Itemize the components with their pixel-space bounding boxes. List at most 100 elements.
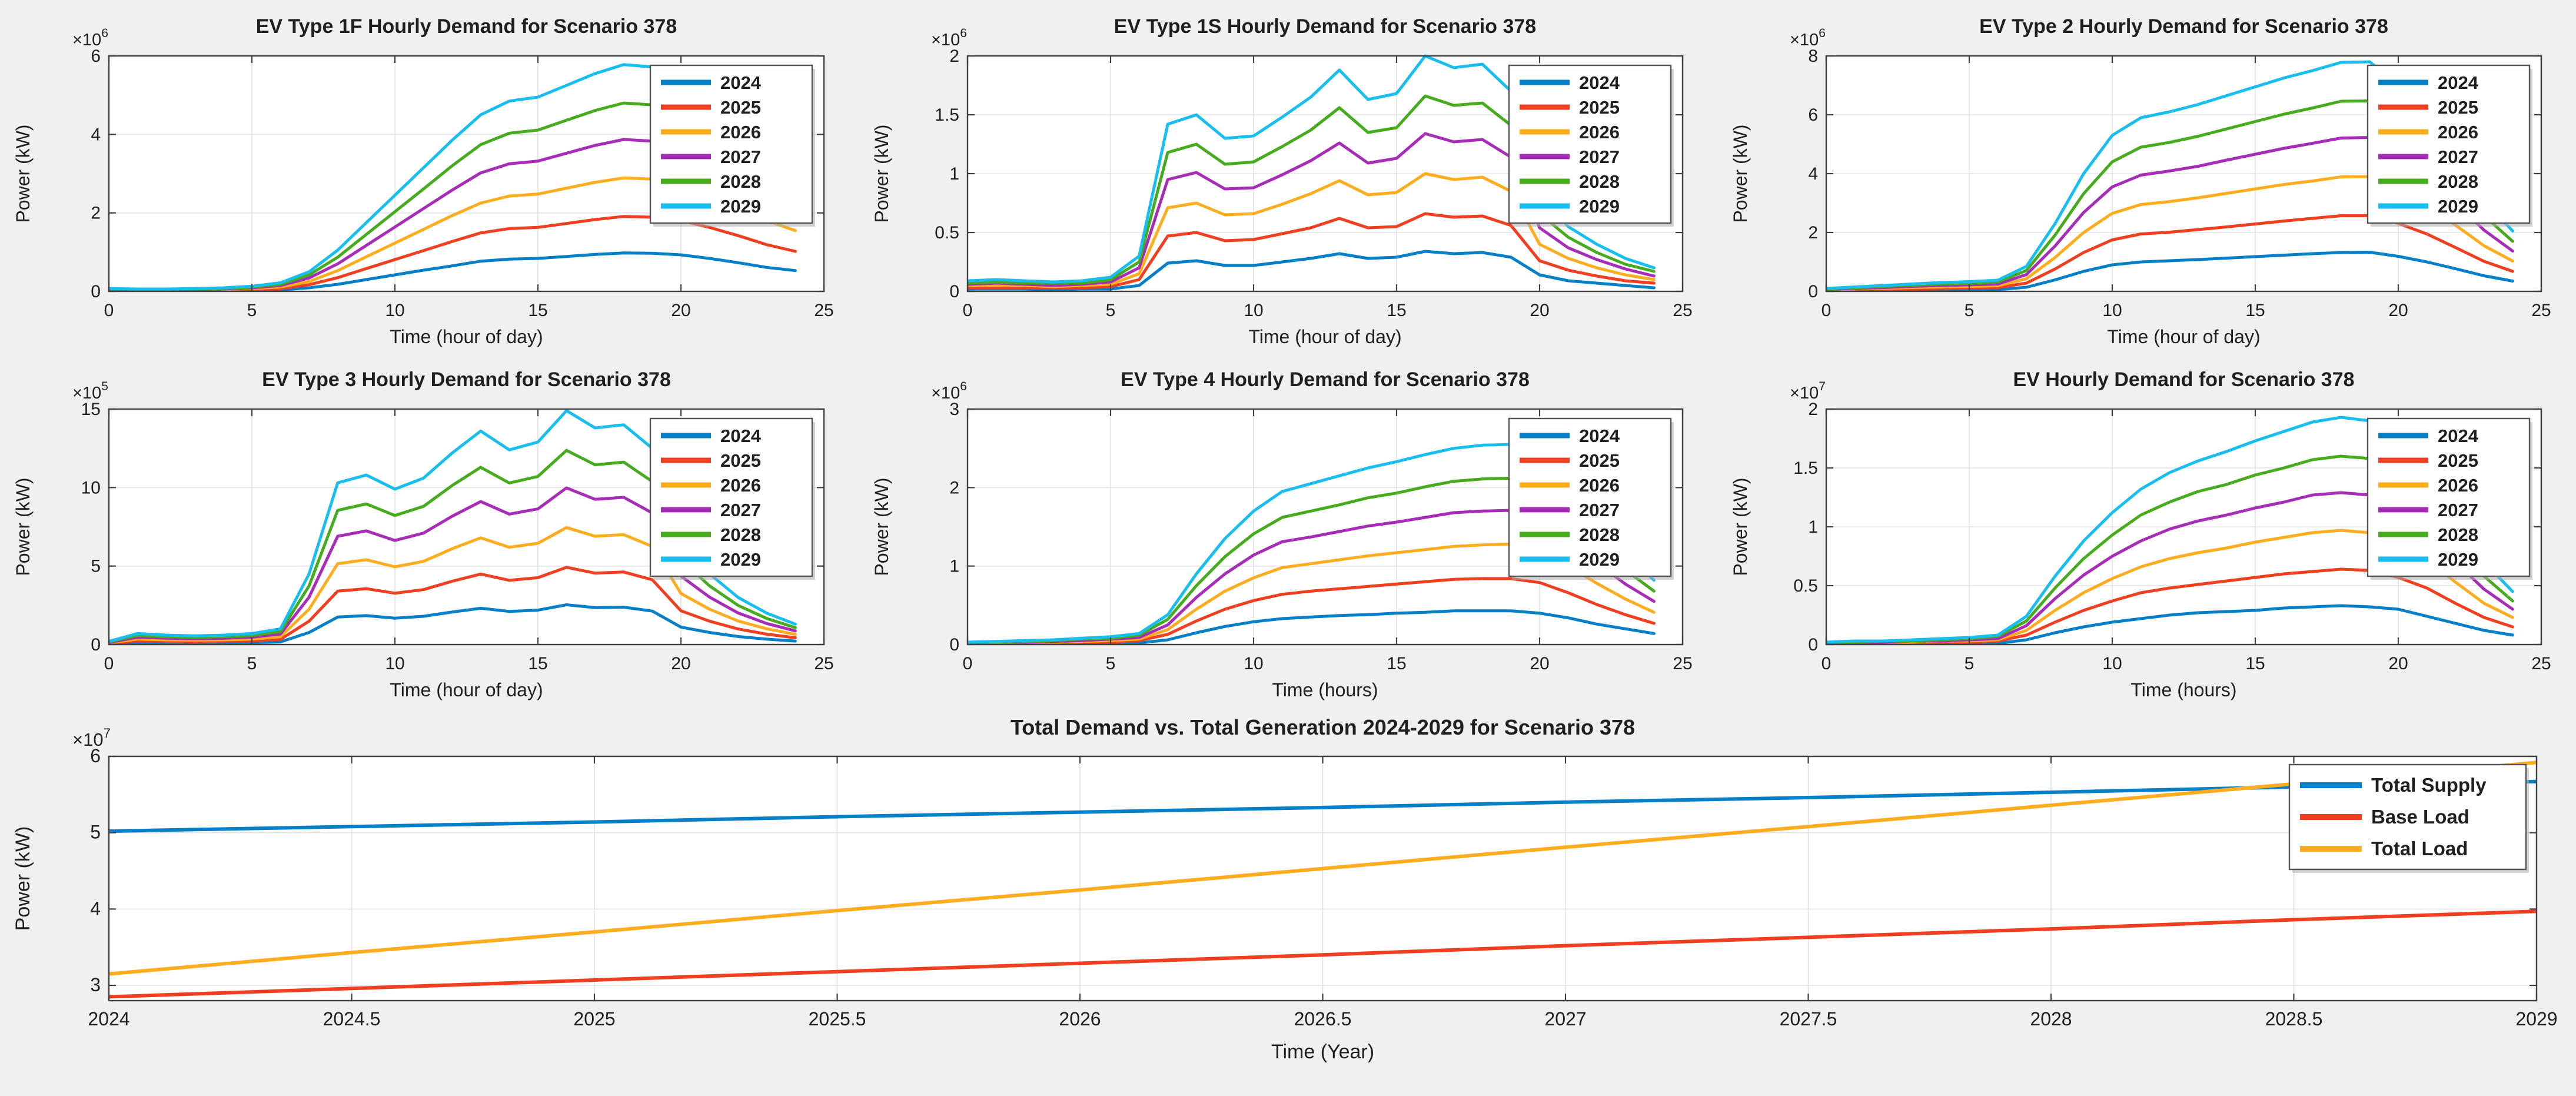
tick-marks <box>966 408 1684 646</box>
subplot-row-3: 2024 2024.5 2025 2025.5 2026 2026.5 2027 2027.5… <box>0 706 2576 1096</box>
legend-item-2025: 2025 <box>1520 97 1620 118</box>
legend-label: 2027 <box>720 147 761 167</box>
x-tick-label: 15 <box>2245 301 2265 320</box>
y-axis-label: Power (kW) <box>1730 124 1751 222</box>
legend-label: 2025 <box>720 450 761 471</box>
y-tick-label: 2 <box>1808 400 1818 419</box>
legend-label: 2027 <box>2438 500 2478 520</box>
legend: 2024 2025 2026 2027 2028 2029 <box>1508 64 1674 227</box>
legend: 2024 2025 2026 2027 2028 2029 <box>2366 417 2532 580</box>
legend-label: 2025 <box>2438 97 2478 118</box>
axes-box <box>108 55 825 293</box>
legend-label: 2028 <box>2438 524 2478 545</box>
x-tick-label: 2027 <box>1544 1008 1586 1029</box>
legend-label: 2025 <box>1579 97 1620 118</box>
legend-item-2027: 2027 <box>2378 147 2478 167</box>
x-tick-label: 5 <box>1106 301 1116 320</box>
x-axis-label: Time (hour of day) <box>1248 326 1401 347</box>
legend-item-2027: 2027 <box>2378 500 2478 520</box>
x-tick-label: 0 <box>1822 301 1832 320</box>
legend-label: 2028 <box>1579 171 1620 192</box>
y-tick-label: 2 <box>1808 223 1818 243</box>
legend-label: Base Load <box>2371 806 2469 828</box>
legend-label: 2026 <box>1579 475 1620 496</box>
y-tick-label: 3 <box>949 400 959 419</box>
legend-item-2024: 2024 <box>661 426 762 446</box>
subplot-ev-type-2: 0 5 10 15 20 25 0 2 4 6 8 ×106 EV Type 2 Hourly Dema… <box>1717 0 2576 353</box>
x-tick-label: 5 <box>1965 301 1975 320</box>
legend-item-2024: 2024 <box>2378 426 2479 446</box>
x-tick-label: 2026.5 <box>1294 1008 1352 1029</box>
y-tick-label: 0.5 <box>935 223 959 243</box>
legend-label: 2024 <box>1579 426 1620 446</box>
y-tick-label: 3 <box>90 974 101 995</box>
legend: 2024 2025 2026 2027 2028 2029 <box>649 64 815 227</box>
legend-item-total-load: Total Load <box>2300 838 2468 859</box>
subplot-ev-type-4: 0 5 10 15 20 25 0 1 2 3 ×106 EV Type 4 Hourly Deman… <box>859 353 1717 706</box>
series-line-2025 <box>108 566 797 645</box>
x-tick-label: 2029 <box>2515 1008 2557 1029</box>
legend-item-2024: 2024 <box>2378 72 2479 93</box>
axes-box <box>966 408 1684 646</box>
legend-label: 2024 <box>720 426 762 446</box>
legend-item-2024: 2024 <box>1520 72 1620 93</box>
legend-label: 2028 <box>720 524 761 545</box>
y-tick-label: 2 <box>949 478 959 497</box>
series-line-2026 <box>108 526 797 645</box>
legend-label: Total Load <box>2371 838 2468 859</box>
x-tick-label: 10 <box>1244 654 1263 673</box>
x-tick-label: 20 <box>671 654 690 673</box>
x-tick-label: 5 <box>1106 654 1116 673</box>
legend-label: 2027 <box>720 500 761 520</box>
y-tick-label: 2 <box>91 204 101 223</box>
total-demand-vs-total-generation-chart: 2024 2024.5 2025 2025.5 2026 2026.5 2027 2027.5… <box>12 715 2558 1063</box>
y-axis-exponent: ×106 <box>931 26 967 49</box>
legend-label: 2029 <box>2438 196 2478 217</box>
chart-title: EV Type 3 Hourly Demand for Scenario 378 <box>262 368 671 391</box>
x-tick-label: 2024 <box>88 1008 129 1029</box>
legend-item-2025: 2025 <box>661 450 761 471</box>
legend-item-2026: 2026 <box>2378 122 2478 142</box>
x-tick-label: 2025.5 <box>809 1008 866 1029</box>
legend-label: 2029 <box>720 196 761 217</box>
x-axis-label: Time (Year) <box>1271 1041 1374 1063</box>
legend-label: 2024 <box>2438 426 2479 446</box>
x-tick-label: 15 <box>1387 301 1406 320</box>
x-tick-label: 20 <box>1530 654 1549 673</box>
legend-item-2029: 2029 <box>2378 196 2478 217</box>
grid <box>109 756 2537 1001</box>
legend: Total Supply Base Load Total Load <box>2288 763 2529 873</box>
series-line-total-supply <box>108 779 2537 833</box>
legend-item-2026: 2026 <box>1520 475 1620 496</box>
y-tick-label: 4 <box>1808 164 1818 184</box>
tick-marks <box>1825 408 2542 646</box>
legend: 2024 2025 2026 2027 2028 2029 <box>2366 64 2532 227</box>
tick-marks <box>1825 55 2542 293</box>
legend-label: 2028 <box>1579 524 1620 545</box>
x-axis-label: Time (hour of day) <box>390 679 543 700</box>
legend-label: 2026 <box>1579 122 1620 142</box>
legend-item-2029: 2029 <box>661 549 761 570</box>
x-tick-label: 0 <box>104 301 114 320</box>
x-tick-label: 15 <box>528 654 547 673</box>
legend-label: 2029 <box>1579 549 1620 570</box>
series-line-2025 <box>967 212 1656 290</box>
legend-item-2024: 2024 <box>661 72 762 93</box>
series-line-2024 <box>967 609 1656 645</box>
series-line-total-load <box>108 760 2537 976</box>
y-tick-label: 1 <box>949 557 959 576</box>
legend-label: 2024 <box>2438 72 2479 93</box>
x-tick-label: 5 <box>1965 654 1975 673</box>
x-axis-label: Time (hours) <box>1272 679 1378 700</box>
chart-title: EV Type 4 Hourly Demand for Scenario 378 <box>1121 368 1530 391</box>
y-axis-label: Power (kW) <box>1730 477 1751 576</box>
legend-label: 2029 <box>720 549 761 570</box>
x-tick-label: 20 <box>1530 301 1549 320</box>
legend-item-2026: 2026 <box>2378 475 2478 496</box>
legend-item-2026: 2026 <box>661 122 761 142</box>
